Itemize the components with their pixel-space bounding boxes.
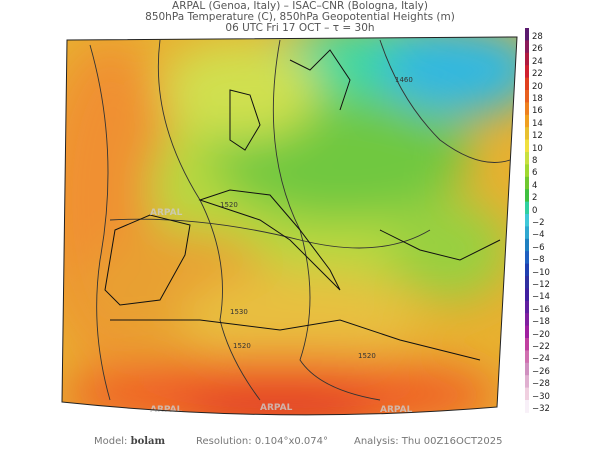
colorbar-tick-label: −24 xyxy=(532,354,550,365)
colorbar-tick-label: −30 xyxy=(532,391,550,402)
colorbar-tick-label: 26 xyxy=(532,44,543,55)
model-info: Model: bolam xyxy=(94,436,166,447)
map-border xyxy=(61,36,518,416)
colorbar-segment xyxy=(525,400,529,413)
colorbar-tick-label: 28 xyxy=(532,32,543,42)
temperature-field xyxy=(62,37,517,415)
colorbar-tick-label: 10 xyxy=(532,143,543,154)
colorbar-segment xyxy=(525,201,529,215)
colorbar-segment xyxy=(525,313,529,327)
colorbar-tick-label: 16 xyxy=(532,106,543,117)
colorbar-tick-label: −8 xyxy=(532,255,545,266)
colorbar-tick-label: −28 xyxy=(532,379,550,390)
contour-label: 1460 xyxy=(395,76,413,84)
colorbar-tick-label: −4 xyxy=(532,230,545,241)
watermark: ARPAL xyxy=(150,405,183,415)
colorbar-tick-label: 24 xyxy=(532,56,543,67)
colorbar-segment xyxy=(525,139,529,153)
analysis-info: Analysis: Thu 00Z16OCT2025 xyxy=(354,436,503,447)
contour-label: 1530 xyxy=(230,308,248,316)
colorbar-tick-label: −20 xyxy=(532,329,550,340)
colorbar-segment xyxy=(525,52,529,66)
colorbar-tick-label: 0 xyxy=(532,205,538,216)
colorbar-tick-label: 8 xyxy=(532,156,538,166)
colorbar-segment xyxy=(525,127,529,141)
colorbar-segment xyxy=(525,176,529,190)
colorbar-segment xyxy=(525,263,529,277)
colorbar-tick-label: −26 xyxy=(532,366,550,377)
colorbar-segment xyxy=(525,350,529,364)
colorbar-segment xyxy=(525,387,529,401)
colorbar-segment xyxy=(525,214,529,227)
colorbar-segment xyxy=(525,28,529,41)
colorbar-segment xyxy=(525,300,529,314)
colorbar-tick-label: −16 xyxy=(532,304,550,315)
colorbar-segment xyxy=(525,276,529,289)
colorbar-tick-label: 6 xyxy=(532,168,538,179)
colorbar-tick-label: 12 xyxy=(532,131,543,142)
geopotential-contours xyxy=(89,39,511,401)
coastlines xyxy=(104,49,501,361)
colorbar-segment xyxy=(525,114,529,128)
colorbar-segment xyxy=(525,338,529,351)
colorbar-segment xyxy=(525,288,529,302)
colorbar-segment xyxy=(525,375,529,389)
colorbar-tick-label: −18 xyxy=(532,317,550,328)
colorbar-segment xyxy=(525,325,529,339)
colorbar-tick-label: −22 xyxy=(532,342,550,352)
colorbar-tick-label: 2 xyxy=(532,193,538,204)
colorbar-segment xyxy=(525,238,529,252)
title-line-2: 850hPa Temperature (C), 850hPa Geopotent… xyxy=(145,11,455,23)
contour-label: 1520 xyxy=(233,342,251,350)
colorbar-segment xyxy=(525,77,529,91)
colorbar-tick-label: 18 xyxy=(532,94,543,104)
title-line-1: ARPAL (Genoa, Italy) – ISAC–CNR (Bologna… xyxy=(172,0,428,12)
colorbar-tick-label: −12 xyxy=(532,280,550,290)
colorbar-segment xyxy=(525,90,529,103)
colorbar-segment xyxy=(525,65,529,79)
colorbar-tick-label: −14 xyxy=(532,292,550,303)
colorbar-segment xyxy=(525,189,529,203)
colorbar-tick-label: 20 xyxy=(532,81,543,92)
resolution-info: Resolution: 0.104°x0.074° xyxy=(196,436,328,447)
colorbar-segment xyxy=(525,152,529,165)
colorbar-tick-label: 14 xyxy=(532,118,543,129)
colorbar-segment xyxy=(525,251,529,265)
colorbar-tick-label: −6 xyxy=(532,242,545,253)
title-line-3: 06 UTC Fri 17 OCT – τ = 30h xyxy=(225,22,375,34)
colorbar-segment xyxy=(525,40,529,54)
contour-label: 1520 xyxy=(220,201,238,209)
colorbar xyxy=(525,28,529,413)
watermark: ARPAL xyxy=(150,208,183,218)
colorbar-segment xyxy=(525,226,529,240)
contour-label: 1520 xyxy=(358,352,376,360)
colorbar-tick-label: 22 xyxy=(532,69,543,80)
colorbar-segment xyxy=(525,102,529,116)
colorbar-segment xyxy=(525,164,529,178)
watermark: ARPAL xyxy=(260,403,293,413)
colorbar-segment xyxy=(525,362,529,376)
colorbar-tick-label: −2 xyxy=(532,218,545,228)
colorbar-tick-label: −10 xyxy=(532,267,550,278)
colorbar-tick-label: −32 xyxy=(532,404,550,414)
watermark: ARPAL xyxy=(380,405,413,415)
colorbar-tick-label: 4 xyxy=(532,180,538,191)
